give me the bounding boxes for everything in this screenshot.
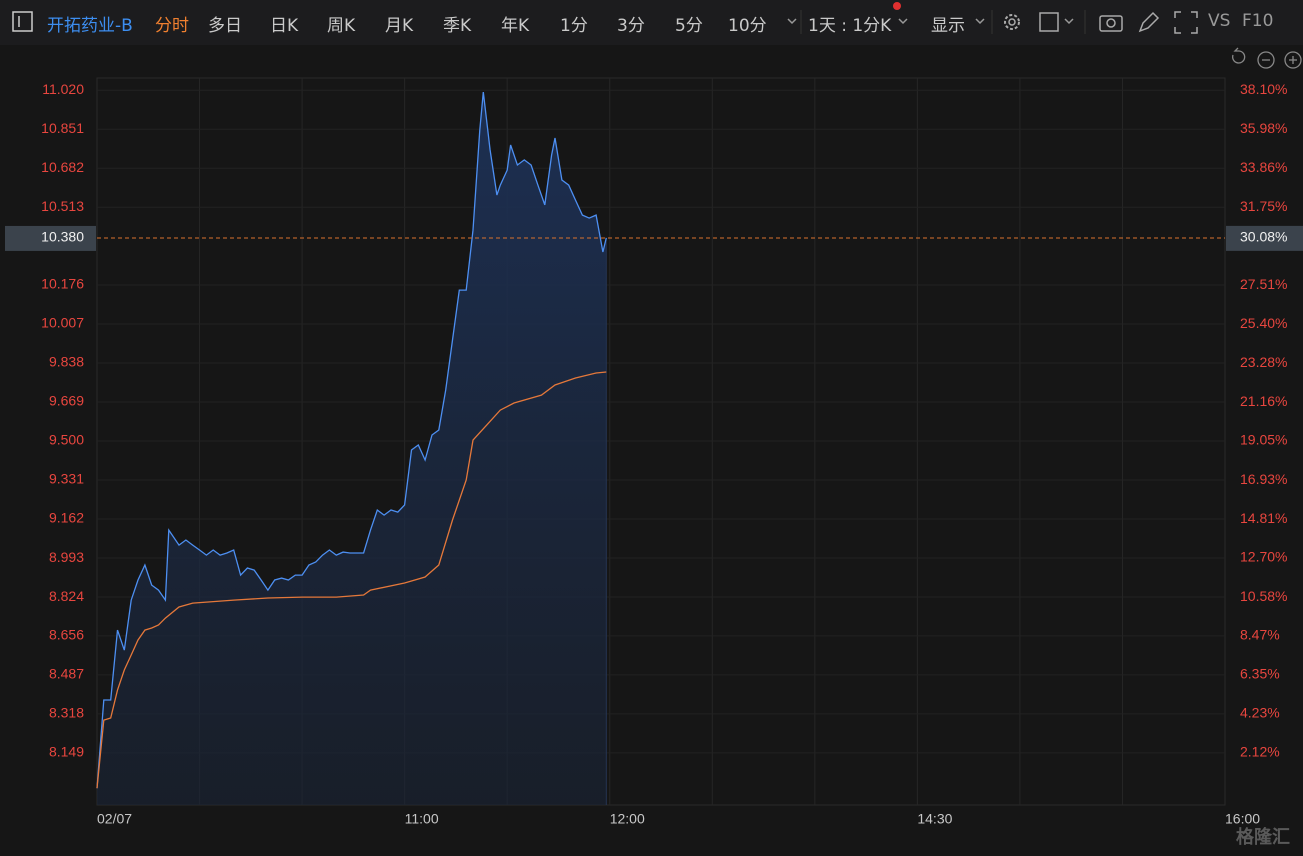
y2-tick-label: 21.16% — [1240, 393, 1287, 409]
y-tick-label: 8.149 — [49, 744, 84, 760]
f10-button[interactable]: F10 — [1242, 11, 1274, 31]
y2-tick-label: 6.35% — [1240, 666, 1280, 682]
y-tick-label: 10.513 — [41, 198, 84, 214]
y-tick-label: 10.682 — [41, 159, 84, 175]
y2-tick-label: 38.10% — [1240, 81, 1287, 97]
y-tick-label: 9.838 — [49, 354, 84, 370]
price-line — [96, 92, 607, 789]
y2-tick-label: 25.40% — [1240, 315, 1287, 331]
y2-tick-label: 23.28% — [1240, 354, 1287, 370]
toolbar: 开拓药业-B 分时 多日 日K 周K 月K 季K 年K 1分 3分 5分 10分 1天 : 1分K 显示 V… — [0, 0, 1303, 45]
y-tick-label: 8.993 — [49, 549, 84, 565]
x-tick-label: 16:00 — [1225, 811, 1260, 827]
y2-tick-label: 31.75% — [1240, 198, 1287, 214]
y2-tick-label: 10.58% — [1240, 588, 1287, 604]
average-line — [96, 371, 607, 789]
period-tab[interactable]: 周K — [327, 16, 356, 36]
y-tick-label: 9.669 — [49, 393, 84, 409]
toolbar-icons — [12, 2, 1198, 34]
chart-controls[interactable] — [1232, 47, 1302, 69]
period-tab[interactable]: 年K — [501, 16, 530, 36]
y-tick-label: 8.487 — [49, 666, 84, 682]
x-tick-label: 02/07 — [97, 811, 132, 827]
last-change-box — [1226, 225, 1303, 251]
y2-tick-label: 16.93% — [1240, 471, 1287, 487]
x-tick-label: 14:30 — [917, 811, 952, 827]
y-tick-label: 9.500 — [49, 432, 84, 448]
chart: 11.020 10.851 10.682 10.513 10.176 10.007 9.83… — [5, 47, 1303, 847]
last-price-box — [5, 225, 96, 251]
y-tick-label: 9.162 — [49, 510, 84, 526]
display-menu[interactable]: 显示 — [931, 16, 965, 36]
y-tick-label: 10.851 — [41, 120, 84, 136]
y2-tick-label: 12.70% — [1240, 549, 1287, 565]
vs-button[interactable]: VS — [1208, 11, 1231, 31]
y2-tick-label: 19.05% — [1240, 432, 1287, 448]
x-tick-label: 11:00 — [405, 811, 439, 827]
period-select[interactable]: 1天 : 1分K — [808, 16, 892, 36]
y2-tick-label: 2.12% — [1240, 744, 1280, 760]
period-tab[interactable]: 分时 — [155, 16, 189, 36]
y-tick-label: 11.020 — [42, 81, 84, 97]
y2-tick-label: 14.81% — [1240, 510, 1287, 526]
y2-tick-label: 4.23% — [1240, 705, 1280, 721]
y2-tick-label: 27.51% — [1240, 276, 1287, 292]
y2-tick-label: 33.86% — [1240, 159, 1287, 175]
y-tick-label: 9.331 — [49, 471, 84, 487]
period-tab[interactable]: 5分 — [675, 16, 703, 36]
period-tab[interactable]: 10分 — [728, 16, 767, 36]
y2-tick-label: 8.47% — [1240, 627, 1280, 643]
y-tick-label: 8.824 — [49, 588, 84, 604]
period-tab[interactable]: 日K — [270, 16, 299, 36]
y-tick-label: 8.656 — [49, 627, 84, 643]
y2-tick-label: 35.98% — [1240, 120, 1287, 136]
y-tick-label: 8.318 — [49, 705, 84, 721]
last-price-label: 10.380 — [41, 229, 84, 245]
period-tab[interactable]: 1分 — [560, 16, 588, 36]
period-tab[interactable]: 多日 — [208, 16, 242, 36]
price-area — [97, 92, 607, 806]
stock-name[interactable]: 开拓药业-B — [47, 16, 133, 36]
period-tab[interactable]: 季K — [443, 16, 472, 36]
x-tick-label: 12:00 — [610, 811, 645, 827]
y-tick-label: 10.007 — [41, 315, 84, 331]
watermark: 格隆汇 — [1236, 826, 1290, 847]
last-change-label: 30.08% — [1240, 229, 1287, 245]
y-tick-label: 10.176 — [41, 276, 84, 292]
period-tab[interactable]: 月K — [385, 16, 414, 36]
period-tab[interactable]: 3分 — [617, 16, 645, 36]
